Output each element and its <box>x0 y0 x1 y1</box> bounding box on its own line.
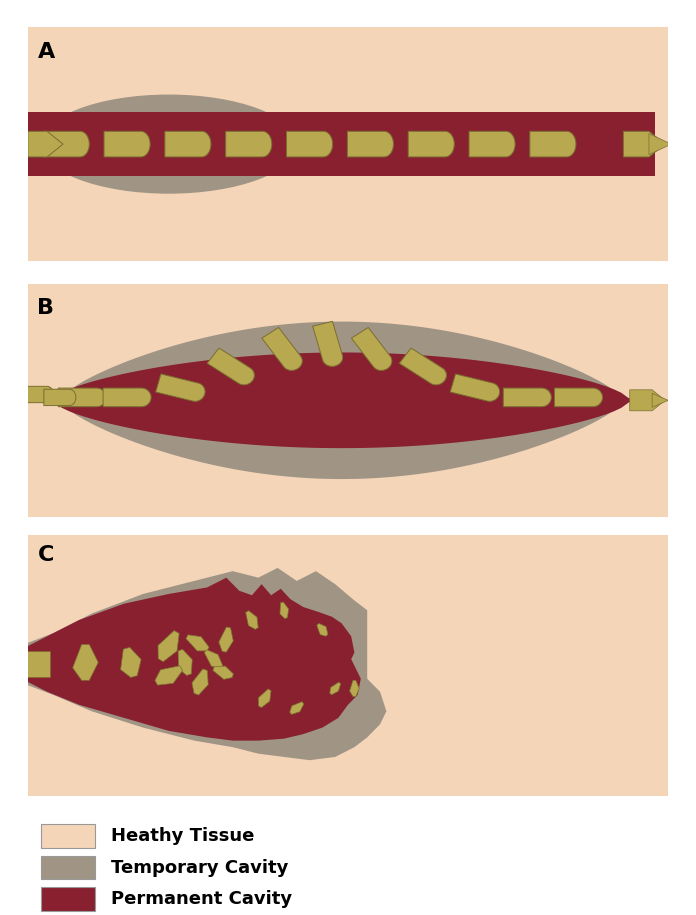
Polygon shape <box>44 389 76 405</box>
Text: C: C <box>38 545 54 565</box>
Polygon shape <box>178 650 192 675</box>
Polygon shape <box>313 321 342 366</box>
Polygon shape <box>28 112 656 177</box>
Polygon shape <box>624 131 665 157</box>
Polygon shape <box>226 131 271 157</box>
Polygon shape <box>72 644 98 681</box>
Polygon shape <box>246 610 258 630</box>
Polygon shape <box>219 627 233 652</box>
Polygon shape <box>28 131 63 157</box>
Polygon shape <box>555 388 603 407</box>
Polygon shape <box>158 630 179 662</box>
FancyBboxPatch shape <box>40 888 95 911</box>
Text: Temporary Cavity: Temporary Cavity <box>111 858 288 877</box>
Polygon shape <box>349 681 359 696</box>
Ellipse shape <box>40 94 296 194</box>
Polygon shape <box>469 131 515 157</box>
Polygon shape <box>207 348 254 385</box>
Polygon shape <box>28 284 668 517</box>
Polygon shape <box>317 623 328 636</box>
Polygon shape <box>204 650 223 669</box>
Text: Heathy Tissue: Heathy Tissue <box>111 827 255 845</box>
Text: B: B <box>38 298 54 318</box>
Text: Permanent Cavity: Permanent Cavity <box>111 890 292 909</box>
Polygon shape <box>649 134 672 155</box>
Polygon shape <box>408 131 454 157</box>
Polygon shape <box>330 683 340 694</box>
Polygon shape <box>290 702 304 715</box>
Polygon shape <box>28 568 386 760</box>
Polygon shape <box>120 647 141 677</box>
Polygon shape <box>28 535 668 796</box>
Polygon shape <box>503 388 551 407</box>
Polygon shape <box>258 689 271 707</box>
Polygon shape <box>104 131 150 157</box>
Polygon shape <box>186 635 209 651</box>
Polygon shape <box>58 388 106 407</box>
Polygon shape <box>347 131 393 157</box>
Polygon shape <box>630 390 665 411</box>
Polygon shape <box>450 374 500 402</box>
Polygon shape <box>530 131 576 157</box>
Polygon shape <box>165 131 211 157</box>
Polygon shape <box>103 388 151 407</box>
Polygon shape <box>22 651 50 677</box>
Polygon shape <box>43 131 89 157</box>
Polygon shape <box>28 577 361 740</box>
Polygon shape <box>47 352 636 448</box>
Polygon shape <box>22 386 54 403</box>
Polygon shape <box>280 602 289 619</box>
Text: A: A <box>38 42 55 62</box>
Polygon shape <box>156 374 205 402</box>
Polygon shape <box>192 669 208 695</box>
FancyBboxPatch shape <box>40 824 95 848</box>
Polygon shape <box>155 666 182 685</box>
Polygon shape <box>262 328 302 371</box>
Polygon shape <box>213 666 233 679</box>
Polygon shape <box>351 328 392 371</box>
Polygon shape <box>28 27 668 261</box>
FancyBboxPatch shape <box>40 856 95 879</box>
Polygon shape <box>400 348 446 385</box>
Polygon shape <box>47 321 636 479</box>
Polygon shape <box>28 646 124 682</box>
Polygon shape <box>287 131 333 157</box>
Polygon shape <box>652 393 668 407</box>
